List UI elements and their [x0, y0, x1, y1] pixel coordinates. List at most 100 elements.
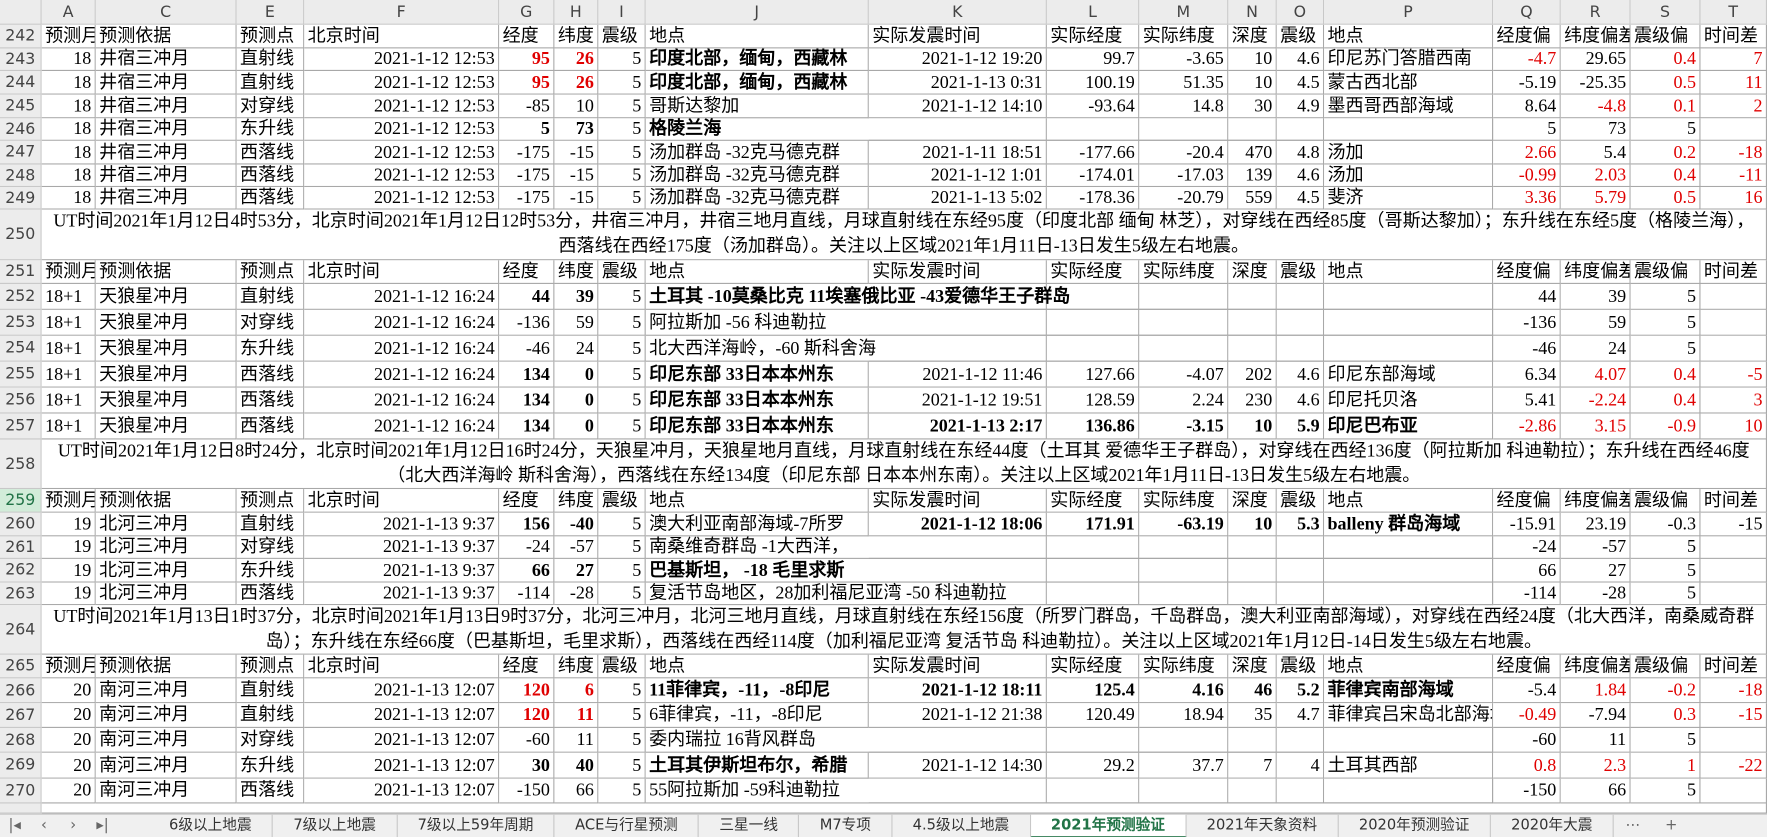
- data-cell: -60: [1493, 727, 1561, 753]
- data-cell: 5.9: [1276, 413, 1325, 440]
- first-sheet-button[interactable]: |◂: [8, 817, 21, 834]
- data-cell: 134: [499, 361, 555, 388]
- data-cell: 5: [598, 512, 646, 537]
- last-sheet-button[interactable]: ▸|: [96, 817, 109, 834]
- data-cell: 44: [499, 283, 555, 310]
- data-cell: [1139, 778, 1229, 804]
- sheet-tab[interactable]: 2021年预测验证: [1030, 814, 1187, 837]
- data-cell: 18: [41, 140, 96, 165]
- data-cell: 天狼星冲月: [95, 309, 237, 336]
- data-cell: 4.5: [1276, 187, 1325, 210]
- data-cell: -0.3: [1630, 512, 1701, 537]
- header-cell: 经度偏: [1493, 654, 1561, 679]
- data-cell: 哥斯达黎加: [645, 94, 869, 119]
- sheet-tab[interactable]: ACE与行星预测: [555, 814, 700, 837]
- header-cell: 实际纬度: [1139, 24, 1229, 49]
- data-cell: 18: [41, 48, 96, 71]
- sheet-tab[interactable]: 2021年天象资料: [1186, 814, 1339, 837]
- data-cell: 99.7: [1046, 48, 1140, 71]
- header-cell: 深度: [1228, 489, 1277, 513]
- header-cell: 地点: [1324, 24, 1494, 49]
- header-cell: 时间差: [1700, 260, 1767, 284]
- row-header: 269: [0, 752, 42, 779]
- header-cell: 经度: [499, 654, 555, 679]
- data-cell: 井宿三冲月: [95, 140, 237, 165]
- data-cell: 2021-1-13 12:07: [304, 727, 500, 753]
- data-cell: balleny 群岛海域: [1324, 512, 1494, 537]
- sheet-tab[interactable]: 6级以上地震: [149, 814, 274, 837]
- data-cell: 西落线: [236, 164, 305, 188]
- data-cell: 0.2: [1630, 140, 1701, 165]
- header-cell: 纬度: [554, 489, 599, 513]
- data-cell: 120: [499, 678, 555, 704]
- sheet-tab[interactable]: 三星一线: [699, 814, 800, 837]
- prev-sheet-button[interactable]: ‹: [41, 817, 47, 834]
- data-cell: 10: [1228, 512, 1277, 537]
- data-cell: 2021-1-12 16:24: [304, 309, 500, 336]
- data-cell: 5: [1630, 335, 1701, 362]
- data-cell: 5: [1630, 582, 1701, 606]
- add-sheet-button[interactable]: +: [1665, 817, 1678, 834]
- column-header: F: [304, 0, 500, 25]
- data-cell: -57: [1560, 536, 1631, 559]
- data-cell: 5.4: [1560, 140, 1631, 165]
- sheet-tab[interactable]: 7级以上地震: [273, 814, 398, 837]
- data-cell: 西落线: [236, 387, 305, 414]
- header-cell: 震级偏: [1630, 489, 1701, 513]
- data-cell: 0.4: [1630, 164, 1701, 188]
- data-cell: 19: [41, 536, 96, 559]
- data-cell: 2021-1-12 16:24: [304, 335, 500, 362]
- data-cell: 5: [598, 703, 646, 728]
- next-sheet-button[interactable]: ›: [70, 817, 77, 834]
- row-header: 248: [0, 164, 42, 188]
- data-cell: -114: [499, 582, 555, 606]
- data-cell: 东升线: [236, 118, 305, 141]
- column-header: S: [1630, 0, 1701, 25]
- data-cell: 3.36: [1493, 187, 1561, 210]
- cell-text: 巴基斯坦， -18 毛里求斯: [649, 561, 845, 581]
- data-cell: -174.01: [1046, 164, 1140, 188]
- column-header: I: [598, 0, 646, 25]
- data-cell: 2021-1-13 12:07: [304, 678, 500, 704]
- header-cell: 经度: [499, 24, 555, 49]
- data-cell: 2021-1-13 0:31: [868, 70, 1047, 95]
- data-cell: 18+1: [41, 413, 96, 440]
- row-header: [0, 803, 42, 814]
- column-header: N: [1228, 0, 1277, 25]
- data-cell: -24: [1493, 536, 1561, 559]
- data-cell: 5: [598, 118, 646, 141]
- row-header: 265: [0, 654, 42, 679]
- sheet-tab[interactable]: 4.5级以上地震: [892, 814, 1031, 837]
- data-cell: 5: [1630, 283, 1701, 310]
- data-cell: 4.6: [1276, 48, 1325, 71]
- data-cell: 27: [1560, 558, 1631, 583]
- row-header: 249: [0, 187, 42, 210]
- more-sheets-button[interactable]: ⋯: [1625, 817, 1641, 834]
- data-cell: 5: [598, 413, 646, 440]
- data-cell: -63.19: [1139, 512, 1229, 537]
- data-cell: 4.07: [1560, 361, 1631, 388]
- row-header: 261: [0, 536, 42, 559]
- header-cell: 预测点: [236, 260, 305, 284]
- sheet-tab[interactable]: M7专项: [799, 814, 893, 837]
- sheet-tab[interactable]: 2020年大震: [1491, 814, 1614, 837]
- row-header: 263: [0, 582, 42, 606]
- column-header: G: [499, 0, 555, 25]
- data-cell: 0.1: [1630, 94, 1701, 119]
- sheet-tab[interactable]: 7级以上59年周期: [397, 814, 555, 837]
- data-cell: 4.9: [1276, 94, 1325, 119]
- data-cell: 95: [499, 70, 555, 95]
- sheet-tab[interactable]: 2020年预测验证: [1339, 814, 1491, 837]
- data-cell: -24: [499, 536, 555, 559]
- header-cell: 经度偏: [1493, 24, 1561, 49]
- data-cell: 格陵兰海: [645, 118, 1494, 141]
- data-cell: -3.65: [1139, 48, 1229, 71]
- cell-text: 南桑维奇群岛 -1大西洋，: [649, 537, 849, 557]
- data-cell: -5.4: [1493, 678, 1561, 704]
- data-cell: 139: [1228, 164, 1277, 188]
- data-cell: 5: [598, 678, 646, 704]
- data-cell: 24: [554, 335, 599, 362]
- data-cell: 5: [598, 94, 646, 119]
- data-cell: 4.6: [1276, 361, 1325, 388]
- header-cell: 纬度偏差: [1560, 260, 1631, 284]
